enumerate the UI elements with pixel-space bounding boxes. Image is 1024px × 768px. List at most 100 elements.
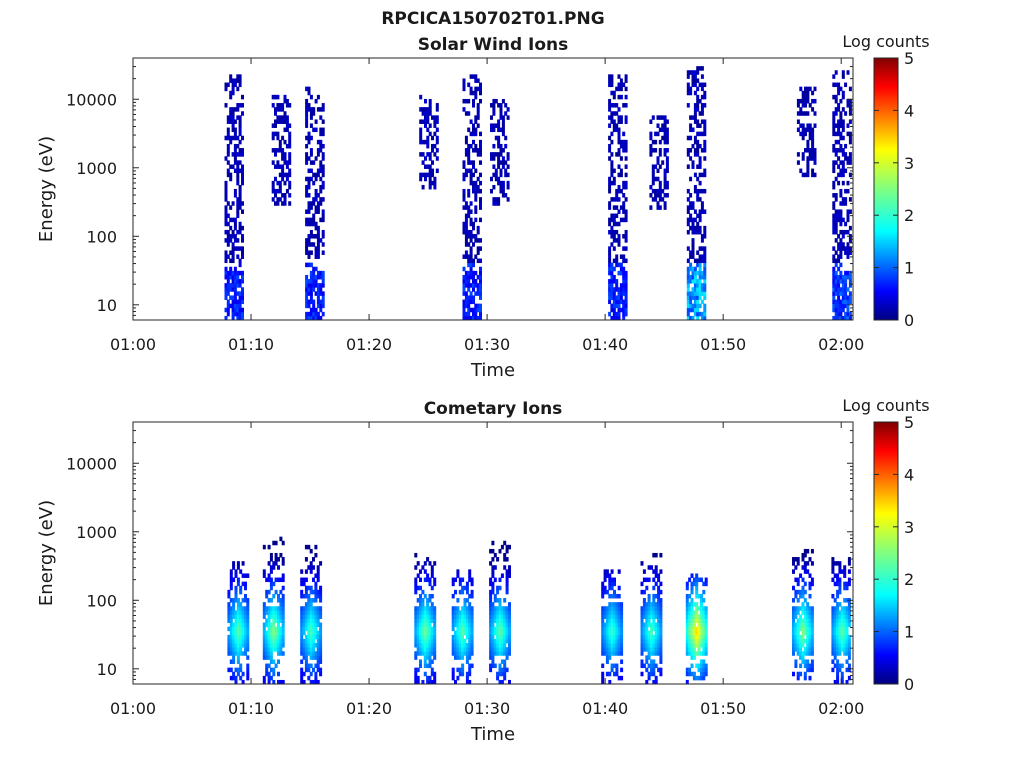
heatmap-cell <box>617 270 621 276</box>
heatmap-cell <box>279 618 283 623</box>
heatmap-cell <box>622 209 626 214</box>
heatmap-cell <box>617 152 621 157</box>
heatmap-cell <box>612 246 616 251</box>
heatmap-cell <box>624 246 628 251</box>
heatmap-cell <box>622 217 626 223</box>
heatmap-cell <box>279 643 283 648</box>
heatmap-cell <box>309 205 313 210</box>
heatmap-cell <box>239 626 243 632</box>
heatmap-cell <box>497 164 501 169</box>
heatmap-cell <box>695 593 699 599</box>
heatmap-cell <box>244 573 247 578</box>
heatmap-cell <box>454 618 457 623</box>
heatmap-cell <box>468 606 472 611</box>
heatmap-cell <box>605 659 609 664</box>
heatmap-cell <box>836 610 840 615</box>
heatmap-cell <box>848 274 852 280</box>
heatmap-cell <box>224 156 228 161</box>
heatmap-cell <box>686 103 690 108</box>
heatmap-cell <box>281 651 285 656</box>
heatmap-cell <box>624 184 628 190</box>
heatmap-cell <box>691 78 695 83</box>
heatmap-cell <box>696 98 700 104</box>
heatmap-cell <box>832 127 836 133</box>
heatmap-cell <box>493 647 497 652</box>
heatmap-cell <box>467 209 471 214</box>
heatmap-cell <box>613 630 616 636</box>
heatmap-cell <box>647 634 651 640</box>
heatmap-cell <box>837 287 841 292</box>
heatmap-cell <box>615 671 619 677</box>
heatmap-cell <box>610 667 614 673</box>
heatmap-cell <box>309 148 313 153</box>
heatmap-cell <box>319 630 323 636</box>
heatmap-cell <box>613 651 616 656</box>
heatmap-cell <box>461 589 465 595</box>
heatmap-cell <box>467 98 471 104</box>
heatmap-cell <box>241 561 245 566</box>
heatmap-cell <box>846 180 850 186</box>
heatmap-cell <box>464 172 468 178</box>
heatmap-cell <box>622 315 626 321</box>
heatmap-cell <box>462 225 466 231</box>
heatmap-cell <box>307 614 311 619</box>
heatmap-cell <box>615 152 619 157</box>
heatmap-cell <box>278 139 282 145</box>
heatmap-cell <box>479 197 482 202</box>
heatmap-cell <box>698 197 702 202</box>
heatmap-cell <box>796 152 800 157</box>
heatmap-cell <box>463 643 467 648</box>
heatmap-cell <box>309 307 313 313</box>
heatmap-cell <box>608 634 612 640</box>
heatmap-cell <box>696 164 700 169</box>
heatmap-cell <box>236 598 240 603</box>
heatmap-cell <box>836 618 840 623</box>
heatmap-cell <box>690 581 694 587</box>
heatmap-cell <box>316 655 320 660</box>
heatmap-cell <box>232 622 236 628</box>
heatmap-cell <box>656 123 660 128</box>
heatmap-cell <box>465 585 469 591</box>
heatmap-cell <box>269 643 273 648</box>
heatmap-cell <box>309 663 313 669</box>
heatmap-cell <box>686 287 690 292</box>
heatmap-cell <box>498 679 502 685</box>
heatmap-cell <box>236 561 240 566</box>
heatmap-cell <box>620 602 624 607</box>
heatmap-cell <box>469 283 473 288</box>
heatmap-cell <box>226 283 230 288</box>
heatmap-cell <box>833 573 837 578</box>
heatmap-cell <box>622 148 626 153</box>
heatmap-cell <box>423 593 427 599</box>
heatmap-cell <box>615 221 619 227</box>
heatmap-cell <box>239 647 243 652</box>
heatmap-cell <box>246 598 250 603</box>
heatmap-cell <box>241 209 244 214</box>
heatmap-cell <box>233 148 237 153</box>
heatmap-cell <box>428 111 432 116</box>
heatmap-cell <box>479 139 482 145</box>
heatmap-cell <box>274 176 277 182</box>
heatmap-cell <box>689 295 693 300</box>
heatmap-cell <box>229 626 233 632</box>
heatmap-cell <box>435 107 439 112</box>
heatmap-cell <box>689 148 693 153</box>
heatmap-cell <box>246 614 250 619</box>
heatmap-cell <box>236 274 240 280</box>
heatmap-cell <box>267 618 271 623</box>
heatmap-cell <box>801 606 805 611</box>
heatmap-cell <box>319 598 323 603</box>
heatmap-cell <box>806 156 810 161</box>
heatmap-cell <box>610 295 614 300</box>
heatmap-cell <box>229 90 233 96</box>
heatmap-cell <box>489 647 493 652</box>
heatmap-cell <box>451 618 455 623</box>
heatmap-cell <box>314 193 318 198</box>
heatmap-cell <box>479 82 482 88</box>
heatmap-cell <box>314 246 318 251</box>
heatmap-cell <box>700 258 704 264</box>
y-axis-label: Energy (eV) <box>36 500 57 606</box>
heatmap-cell <box>692 622 696 628</box>
heatmap-cell <box>476 287 480 292</box>
heatmap-cell <box>845 610 849 615</box>
